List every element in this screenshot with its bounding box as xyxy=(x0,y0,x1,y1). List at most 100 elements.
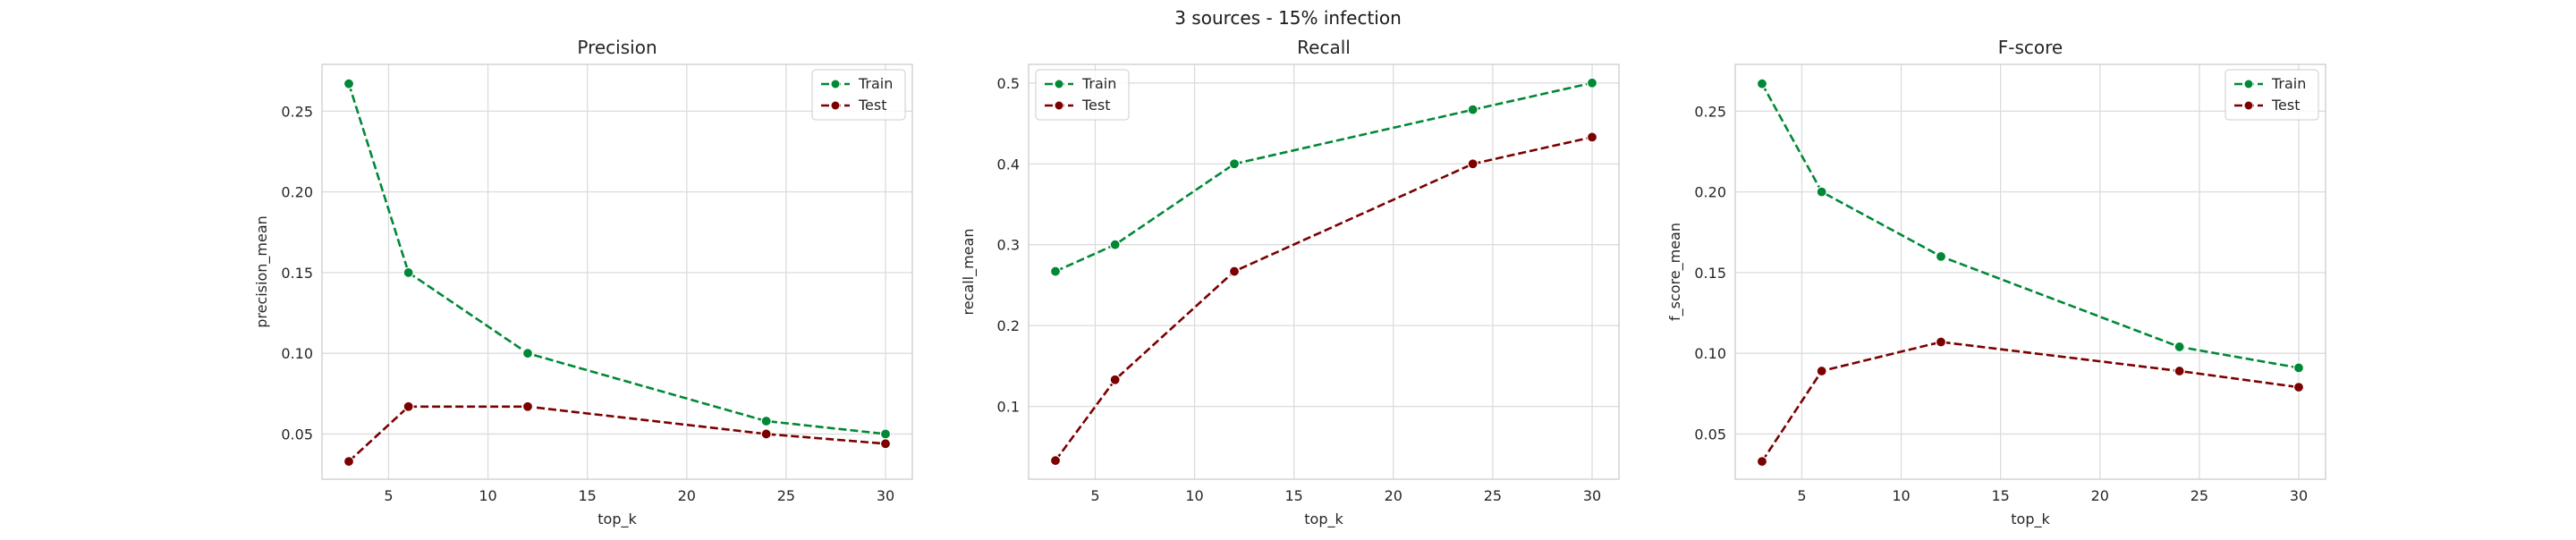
x-tick-label: 25 xyxy=(1484,487,1502,504)
x-tick-label: 5 xyxy=(384,487,393,504)
plot-area xyxy=(1735,64,2326,479)
train-data-point xyxy=(2174,341,2185,353)
test-data-point xyxy=(1109,374,1121,385)
x-tick-label: 10 xyxy=(479,487,496,504)
train-data-point xyxy=(402,266,414,279)
train-data-point xyxy=(760,415,772,427)
y-tick-label: 0.15 xyxy=(281,265,313,282)
x-tick-label: 15 xyxy=(1284,487,1302,504)
x-axis-label: top_k xyxy=(597,510,637,528)
y-tick-label: 0.05 xyxy=(1694,426,1726,443)
train-data-point xyxy=(879,428,892,440)
legend-marker-test xyxy=(830,100,841,111)
test-data-point xyxy=(1756,456,1768,468)
test-data-point xyxy=(1816,365,1827,377)
y-tick-label: 0.25 xyxy=(1694,103,1726,120)
legend: Train Test xyxy=(811,69,906,121)
train-data-point xyxy=(1109,239,1121,250)
y-axis-label: precision_mean xyxy=(253,215,271,328)
legend-label-train: Train xyxy=(2271,75,2306,92)
y-tick-label: 0.20 xyxy=(1694,184,1726,201)
y-axis-label: recall_mean xyxy=(960,229,978,316)
train-data-point xyxy=(343,78,355,89)
legend: Train Test xyxy=(1035,69,1130,121)
test-data-point xyxy=(521,401,534,412)
y-tick-label: 0.5 xyxy=(997,75,1020,92)
test-data-point xyxy=(1467,158,1479,170)
test-series-line xyxy=(1760,341,2300,462)
x-tick-label: 30 xyxy=(1583,487,1601,504)
legend: Train Test xyxy=(2224,69,2319,121)
x-tick-label: 5 xyxy=(1797,487,1806,504)
y-tick-label: 0.1 xyxy=(997,399,1020,416)
test-data-point xyxy=(1586,131,1598,143)
y-tick-label: 0.20 xyxy=(281,184,313,201)
y-tick-label: 0.3 xyxy=(997,237,1020,254)
y-tick-label: 0.25 xyxy=(281,103,313,120)
y-tick-label: 0.2 xyxy=(997,317,1020,334)
legend-marker-train xyxy=(2243,79,2254,89)
subplot-1: 5 10 15 20 25 30 0.05 0.10 0.15 0.20 0.25 Precision… xyxy=(253,37,913,528)
test-data-point xyxy=(2174,365,2185,377)
x-tick-label: 25 xyxy=(2190,487,2208,504)
legend-label-test: Test xyxy=(858,97,887,114)
x-axis-label: top_k xyxy=(2011,510,2050,528)
axes-frame xyxy=(1734,63,2326,480)
train-data-point xyxy=(2292,362,2305,374)
y-tick-label: 0.05 xyxy=(281,426,313,443)
train-data-point xyxy=(521,348,534,359)
y-tick-label: 0.10 xyxy=(1694,345,1726,362)
legend-marker-test xyxy=(1054,100,1064,111)
test-data-point xyxy=(1935,336,1947,348)
y-tick-label: 0.4 xyxy=(997,156,1020,173)
x-tick-label: 20 xyxy=(1385,487,1402,504)
legend-label-test: Test xyxy=(1081,97,1111,114)
x-tick-label: 15 xyxy=(1991,487,2009,504)
x-tick-label: 5 xyxy=(1090,487,1099,504)
train-data-point xyxy=(1586,77,1598,89)
x-tick-label: 20 xyxy=(678,487,696,504)
train-data-point xyxy=(1756,78,1768,89)
y-axis-label: f_score_mean xyxy=(1666,223,1684,321)
figure-title: 3 sources - 15% infection xyxy=(1174,7,1402,29)
x-tick-label: 15 xyxy=(578,487,596,504)
subplot-3: 5 10 15 20 25 30 0.05 0.10 0.15 0.20 0.25 F-score to… xyxy=(1666,37,2326,528)
axes-frame xyxy=(1028,63,1620,480)
subplot-title: Recall xyxy=(1297,37,1351,58)
train-data-point xyxy=(1816,186,1827,198)
legend-label-test: Test xyxy=(2271,97,2301,114)
test-data-point xyxy=(760,428,772,440)
train-data-point xyxy=(1228,158,1241,170)
subplot-title: F-score xyxy=(1998,37,2063,58)
x-tick-label: 10 xyxy=(1185,487,1203,504)
x-tick-label: 10 xyxy=(1892,487,1910,504)
train-data-point xyxy=(1049,266,1062,277)
test-data-point xyxy=(343,456,355,468)
x-tick-label: 20 xyxy=(2091,487,2109,504)
test-data-point xyxy=(879,438,892,450)
train-data-point xyxy=(1467,104,1479,115)
x-tick-label: 30 xyxy=(2290,487,2308,504)
legend-marker-train xyxy=(830,79,841,89)
train-data-point xyxy=(1935,250,1947,262)
x-axis-label: top_k xyxy=(1304,510,1343,528)
legend-marker-test xyxy=(2243,100,2254,111)
y-tick-label: 0.10 xyxy=(281,345,313,362)
plot-area xyxy=(322,64,912,479)
legend-label-train: Train xyxy=(1081,75,1116,92)
test-data-point xyxy=(402,401,414,412)
test-data-point xyxy=(1228,266,1241,277)
subplot-title: Precision xyxy=(577,37,657,58)
axes-frame xyxy=(321,63,913,480)
x-tick-label: 30 xyxy=(877,487,894,504)
test-data-point xyxy=(1049,455,1062,467)
x-tick-label: 25 xyxy=(777,487,795,504)
subplot-2: 5 10 15 20 25 30 0.1 0.2 0.3 0.4 0.5 Recall top_k rec… xyxy=(960,37,1620,528)
test-data-point xyxy=(2292,381,2305,393)
legend-label-train: Train xyxy=(858,75,893,92)
y-tick-label: 0.15 xyxy=(1694,265,1726,282)
plot-area xyxy=(1029,64,1619,479)
legend-marker-train xyxy=(1054,79,1064,89)
